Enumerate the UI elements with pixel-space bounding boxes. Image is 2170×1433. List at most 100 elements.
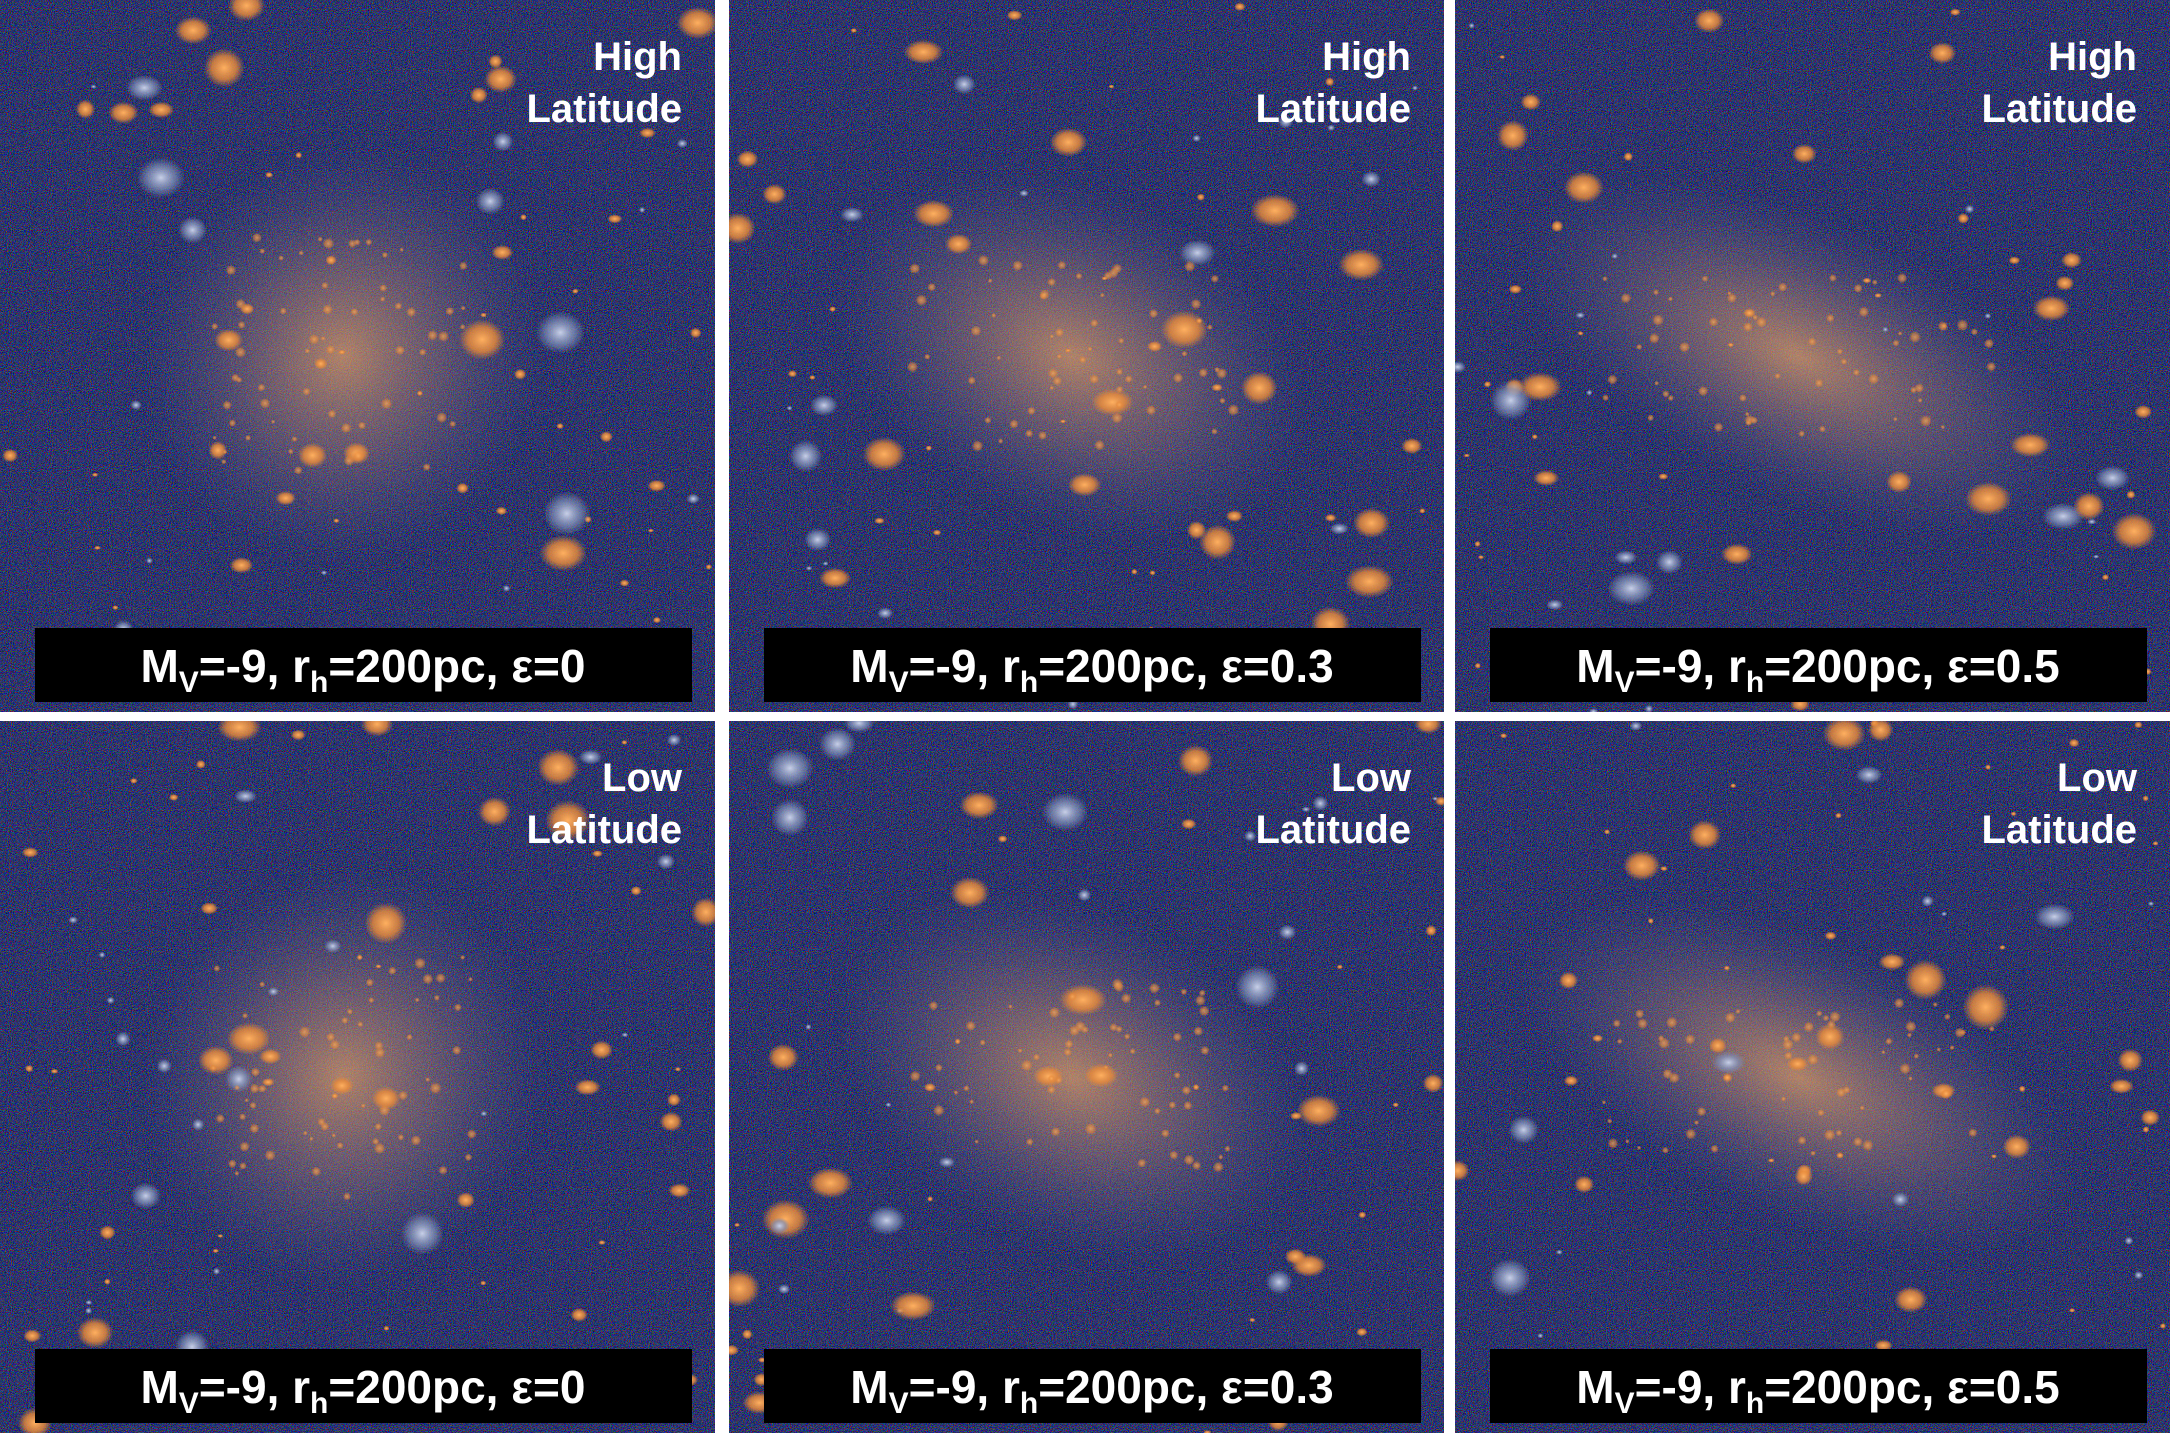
cluster-star [346, 1008, 353, 1015]
source [1381, 52, 1388, 57]
cluster-star [1913, 1053, 1920, 1059]
cluster-star [1881, 1049, 1886, 1055]
caption: MV=-9, rh=200pc, ε=0.3 [850, 1361, 1333, 1420]
cluster-star [1892, 339, 1900, 347]
source [130, 1182, 161, 1209]
cluster-star [1727, 291, 1732, 296]
cluster-star [1055, 1076, 1063, 1084]
caption-part: =-9, r [199, 640, 310, 692]
cluster-star [459, 323, 466, 330]
cluster-star [1172, 372, 1184, 384]
source [275, 490, 296, 506]
caption-part: =-9, r [909, 640, 1020, 692]
cluster-star [368, 997, 375, 1004]
cluster-star [1816, 1010, 1823, 1017]
source [1091, 388, 1134, 416]
source [729, 1344, 740, 1356]
cluster-star [1636, 1145, 1642, 1151]
cluster-star [1075, 272, 1083, 280]
source [1708, 1037, 1727, 1054]
source [667, 1093, 681, 1107]
cluster-star [427, 329, 438, 341]
source [952, 74, 976, 95]
cluster-star [1118, 337, 1125, 344]
source [1361, 171, 1381, 187]
source [85, 1307, 92, 1315]
source [1658, 473, 1669, 480]
source [1999, 945, 2006, 950]
source [1196, 193, 1205, 201]
cluster-star [1009, 419, 1019, 429]
source [375, 964, 382, 969]
source [2068, 738, 2080, 748]
latitude-label: Latitude [526, 808, 682, 852]
cluster-star [998, 438, 1004, 444]
source [198, 1045, 234, 1075]
source [1344, 565, 1394, 598]
source [1941, 911, 1948, 917]
source [2152, 841, 2159, 846]
cluster-star [279, 307, 287, 315]
cluster-star [1910, 386, 1917, 394]
latitude-label: Low [2057, 756, 2138, 800]
cluster-star [996, 355, 1002, 361]
cluster-star [406, 307, 417, 318]
cluster-star [970, 325, 982, 337]
source [1249, 1317, 1256, 1323]
source [401, 1212, 444, 1255]
cluster-star [1835, 1087, 1847, 1098]
source [938, 1156, 956, 1168]
source [1325, 77, 1335, 87]
source [652, 616, 661, 624]
cluster-star [322, 304, 333, 315]
caption-subscript: h [1020, 666, 1038, 699]
source [1244, 830, 1257, 842]
cluster-star [1667, 394, 1674, 402]
source [108, 101, 139, 124]
source [885, 1102, 892, 1108]
source [1815, 1023, 1845, 1050]
cluster-star [1693, 1120, 1700, 1126]
source [25, 1064, 34, 1073]
source [2010, 432, 2051, 458]
caption-subscript: h [1746, 1387, 1764, 1420]
source [997, 835, 1008, 843]
source [574, 1079, 601, 1096]
cluster-star [1052, 376, 1062, 386]
source [21, 847, 39, 858]
cluster-star [211, 322, 219, 330]
cluster-star [1184, 260, 1196, 273]
caption: MV=-9, rh=200pc, ε=0.5 [1576, 640, 2059, 699]
source [2, 448, 19, 463]
source [1327, 124, 1335, 131]
source [1575, 312, 1586, 319]
source [932, 529, 942, 536]
source [874, 517, 885, 524]
cluster-star [414, 997, 420, 1003]
source [950, 876, 990, 909]
source [1786, 1056, 1809, 1072]
source [1211, 383, 1223, 392]
caption-subscript: V [179, 666, 199, 699]
cluster-star [460, 305, 466, 311]
source [1455, 1160, 1470, 1182]
cluster-star [1735, 1008, 1741, 1014]
source [659, 1111, 683, 1132]
cluster-star [381, 251, 389, 259]
source [1574, 1175, 1595, 1194]
cluster-star [1191, 1160, 1202, 1171]
source [1550, 220, 1564, 233]
source [324, 939, 342, 953]
cluster-star [1940, 424, 1946, 430]
source [126, 75, 163, 101]
cluster-star [1067, 991, 1078, 1002]
cluster-star [259, 981, 266, 988]
cluster-star [251, 232, 262, 243]
latitude-label: Latitude [1981, 87, 2137, 131]
source [1928, 42, 1957, 64]
cluster-star [1616, 1038, 1623, 1045]
cluster-star [1701, 275, 1709, 282]
source [492, 131, 514, 152]
cluster-star [422, 463, 431, 472]
